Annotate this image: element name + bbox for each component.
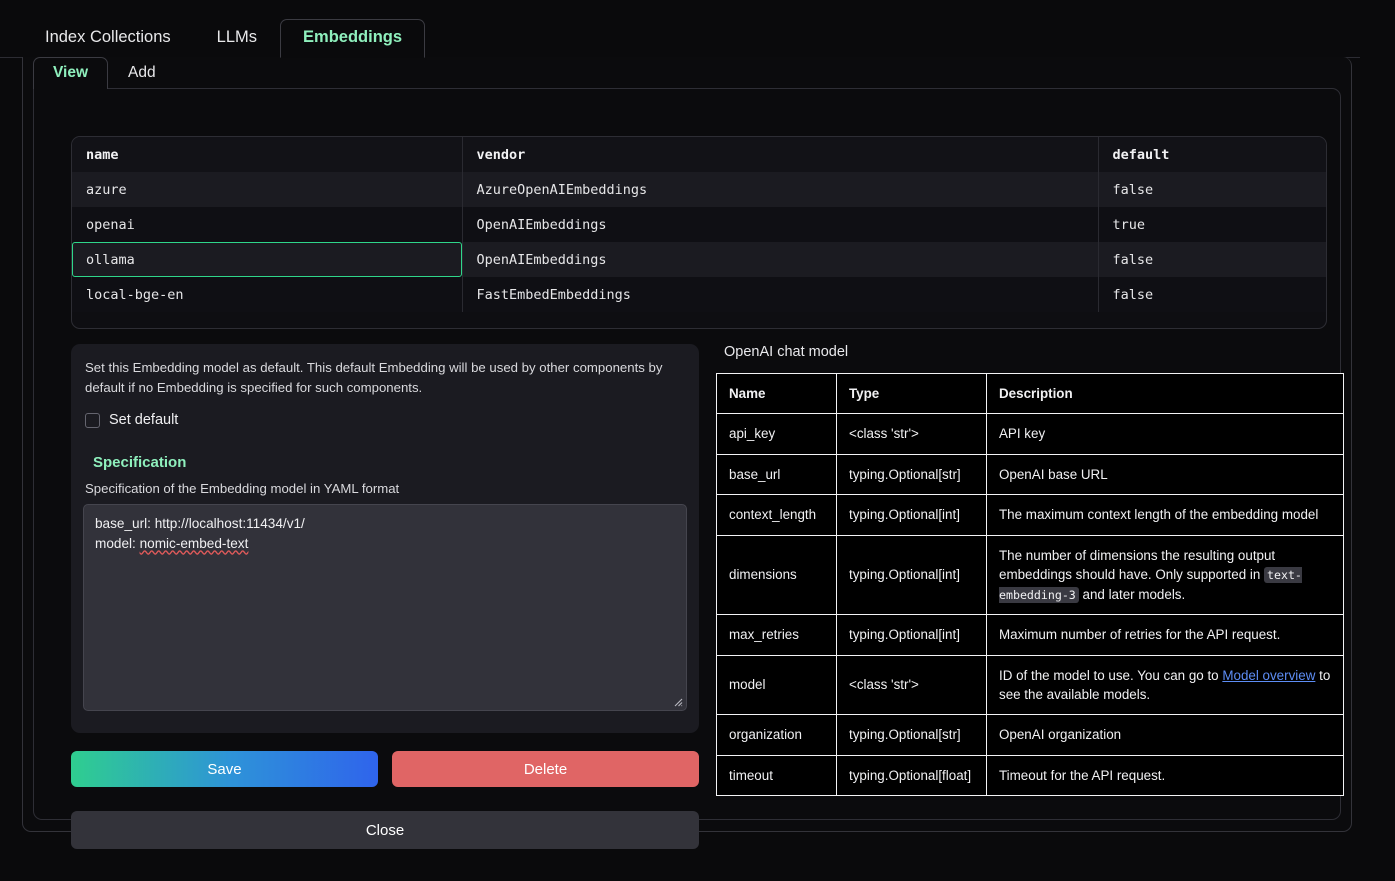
tab-embeddings[interactable]: Embeddings bbox=[280, 19, 426, 58]
close-button[interactable]: Close bbox=[71, 811, 699, 850]
yaml-spec-textarea[interactable]: base_url: http://localhost:11434/v1/ mod… bbox=[83, 504, 687, 712]
table-row[interactable]: openai OpenAIEmbeddings true bbox=[72, 207, 1326, 242]
schema-cell-description: OpenAI base URL bbox=[986, 453, 1344, 496]
table-row: timeout typing.Optional[float] Timeout for… bbox=[716, 754, 1344, 797]
schema-cell-description: ID of the model to use. You can go to Mo… bbox=[986, 654, 1344, 716]
schema-th-type: Type bbox=[836, 372, 987, 415]
models-cell-default[interactable]: true bbox=[1098, 207, 1326, 242]
schema-cell-name: dimensions bbox=[716, 534, 837, 616]
schema-th-name: Name bbox=[716, 372, 837, 415]
schema-cell-type: typing.Optional[int] bbox=[836, 534, 987, 616]
models-table-header-row: name vendor default bbox=[72, 137, 1326, 172]
schema-cell-type: <class 'str'> bbox=[836, 413, 987, 455]
table-row: base_url typing.Optional[str] OpenAI base … bbox=[716, 453, 1344, 496]
schema-cell-type: typing.Optional[int] bbox=[836, 614, 987, 656]
specification-heading: Specification bbox=[93, 454, 187, 472]
tab-llms[interactable]: LLMs bbox=[216, 28, 258, 47]
settings-column: Set this Embedding model as default. Thi… bbox=[71, 344, 699, 850]
schema-cell-description: API key bbox=[986, 413, 1344, 455]
table-row: max_retries typing.Optional[int] Maximum n… bbox=[716, 614, 1344, 656]
schema-panel-title: OpenAI chat model bbox=[724, 344, 849, 360]
models-table-container: name vendor default azure AzureOpenAIEmbe… bbox=[71, 136, 1327, 329]
models-cell-vendor[interactable]: OpenAIEmbeddings bbox=[462, 207, 1099, 242]
set-default-label: Set default bbox=[109, 412, 179, 429]
table-row: organization typing.Optional[str] OpenAI o… bbox=[716, 714, 1344, 756]
schema-table-body: api_key <class 'str'> API key base_url typin… bbox=[716, 413, 1344, 797]
tab-index-collections[interactable]: Index Collections bbox=[45, 28, 171, 47]
models-th-name: name bbox=[72, 137, 463, 172]
main-tabbar: Index Collections LLMs Embeddings bbox=[22, 19, 426, 58]
schema-cell-description: Timeout for the API request. bbox=[986, 754, 1344, 797]
models-table-body: azure AzureOpenAIEmbeddings false openai Ope… bbox=[72, 172, 1326, 312]
settings-card: Set this Embedding model as default. Thi… bbox=[71, 344, 699, 734]
schema-cell-name: context_length bbox=[716, 494, 837, 536]
schema-cell-name: model bbox=[716, 654, 837, 716]
set-default-description: Set this Embedding model as default. Thi… bbox=[85, 360, 663, 396]
schema-cell-type: <class 'str'> bbox=[836, 654, 987, 716]
models-cell-name[interactable]: ollama bbox=[72, 242, 463, 277]
models-cell-default[interactable]: false bbox=[1098, 277, 1326, 312]
schema-cell-type: typing.Optional[float] bbox=[836, 754, 987, 797]
schema-cell-type: typing.Optional[str] bbox=[836, 714, 987, 756]
table-row: model <class 'str'> ID of the model to use… bbox=[716, 654, 1344, 716]
set-default-checkbox[interactable] bbox=[85, 412, 100, 428]
view-panel: name vendor default azure AzureOpenAIEmbe… bbox=[33, 88, 1344, 850]
yaml-line-1: base_url: http://localhost:11434/v1/ bbox=[95, 516, 305, 532]
models-cell-vendor[interactable]: AzureOpenAIEmbeddings bbox=[462, 172, 1099, 207]
models-cell-vendor[interactable]: OpenAIEmbeddings bbox=[462, 242, 1099, 277]
schema-cell-description: Maximum number of retries for the API re… bbox=[986, 614, 1344, 656]
schema-cell-name: api_key bbox=[716, 413, 837, 455]
models-cell-default[interactable]: false bbox=[1098, 242, 1326, 277]
models-table: name vendor default azure AzureOpenAIEmbe… bbox=[72, 137, 1326, 312]
specification-subtitle: Specification of the Embedding model in … bbox=[85, 481, 400, 497]
schema-cell-name: max_retries bbox=[716, 614, 837, 656]
yaml-line-2-prefix: model: bbox=[95, 535, 140, 551]
schema-column: OpenAI chat model Name Type Description … bbox=[716, 344, 1346, 797]
schema-cell-name: organization bbox=[716, 714, 837, 756]
table-row[interactable]: ollama OpenAIEmbeddings false bbox=[72, 242, 1326, 277]
delete-button[interactable]: Delete bbox=[392, 751, 699, 788]
models-cell-name[interactable]: azure bbox=[72, 172, 463, 207]
table-row[interactable]: azure AzureOpenAIEmbeddings false bbox=[72, 172, 1326, 207]
schema-cell-type: typing.Optional[int] bbox=[836, 494, 987, 536]
schema-table: Name Type Description api_key <class 'str… bbox=[716, 372, 1344, 797]
schema-th-description: Description bbox=[986, 372, 1344, 415]
schema-cell-description: The number of dimensions the resulting o… bbox=[986, 534, 1344, 616]
schema-cell-name: base_url bbox=[716, 453, 837, 496]
models-th-default: default bbox=[1098, 137, 1326, 172]
description-text-before: The number of dimensions the resulting o… bbox=[999, 547, 1276, 583]
table-row: api_key <class 'str'> API key bbox=[716, 413, 1344, 455]
models-cell-name[interactable]: local-bge-en bbox=[72, 277, 463, 312]
sub-tabbar: View Add bbox=[33, 57, 176, 89]
table-row[interactable]: local-bge-en FastEmbedEmbeddings false bbox=[72, 277, 1326, 312]
table-row: context_length typing.Optional[int] The ma… bbox=[716, 494, 1344, 536]
models-cell-default[interactable]: false bbox=[1098, 172, 1326, 207]
schema-cell-description: OpenAI organization bbox=[986, 714, 1344, 756]
models-cell-name[interactable]: openai bbox=[72, 207, 463, 242]
set-default-row[interactable]: Set default bbox=[83, 412, 687, 428]
models-th-vendor: vendor bbox=[462, 137, 1099, 172]
description-text-after: and later models. bbox=[1078, 586, 1186, 602]
subtab-add[interactable]: Add bbox=[128, 64, 156, 81]
models-cell-vendor[interactable]: FastEmbedEmbeddings bbox=[462, 277, 1099, 312]
schema-cell-type: typing.Optional[str] bbox=[836, 453, 987, 496]
embeddings-panel: View Add name vendor default azure Az bbox=[22, 57, 1352, 850]
description-text-before: ID of the model to use. You can go to bbox=[999, 667, 1223, 683]
description-text-after: to see the available models. bbox=[999, 667, 1331, 702]
schema-cell-description: The maximum context length of the embedd… bbox=[986, 494, 1344, 536]
schema-header-row: Name Type Description bbox=[716, 372, 1344, 415]
schema-cell-name: timeout bbox=[716, 754, 837, 797]
resize-grip-icon[interactable] bbox=[672, 696, 683, 707]
table-row: dimensions typing.Optional[int] The number… bbox=[716, 534, 1344, 616]
yaml-line-2-value: nomic-embed-text bbox=[139, 535, 249, 551]
action-button-row: Save Delete bbox=[71, 751, 699, 788]
save-button[interactable]: Save bbox=[71, 751, 378, 788]
subtab-view[interactable]: View bbox=[33, 57, 109, 89]
model-overview-link[interactable]: Model overview bbox=[1222, 667, 1316, 683]
